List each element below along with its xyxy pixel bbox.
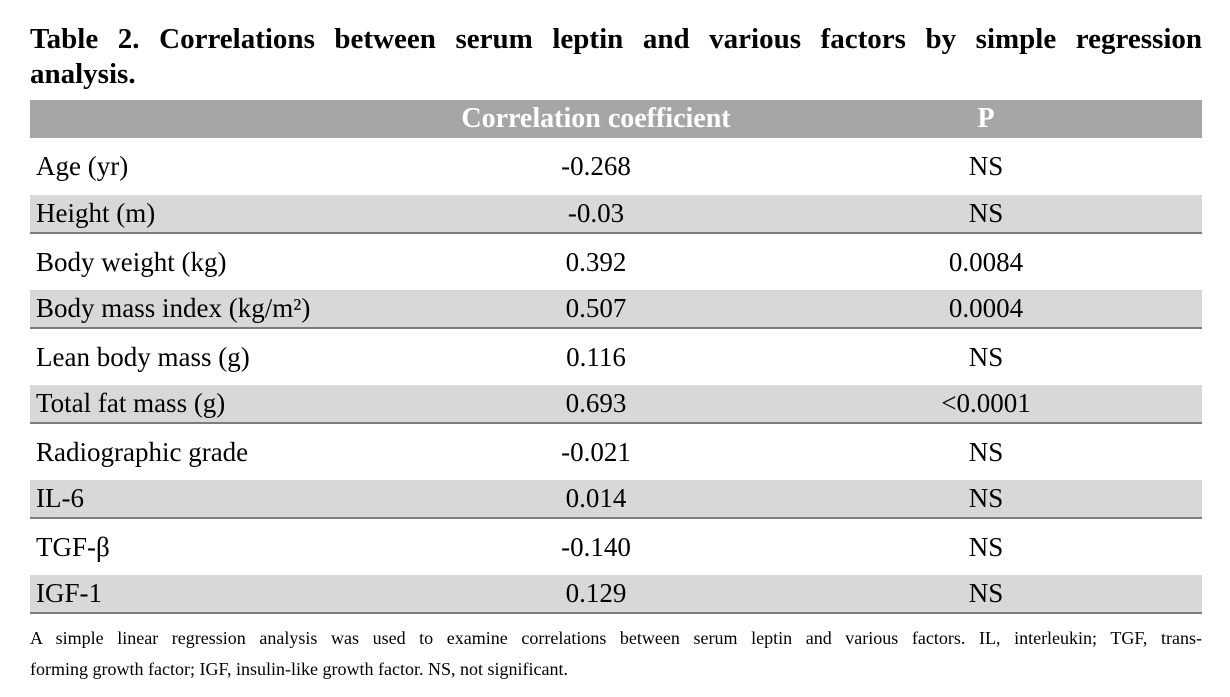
header-factor-cell	[30, 100, 422, 138]
p-cell: NS	[968, 578, 1004, 608]
coefficient-cell: 0.693	[565, 388, 627, 418]
header-coefficient-cell: Correlation coefficient	[461, 103, 731, 134]
table-row-body-weight: Body weight (kg) 0.392 0.0084	[30, 233, 1202, 290]
coefficient-cell: -0.140	[561, 531, 631, 562]
p-cell: NS	[968, 436, 1004, 467]
coefficient-cell: 0.014	[565, 483, 627, 513]
p-cell: NS	[968, 341, 1004, 372]
header-p-cell: P	[977, 103, 995, 134]
factor-cell: Age (yr)	[36, 151, 129, 181]
p-cell: <0.0001	[941, 388, 1031, 418]
coefficient-cell: 0.129	[565, 578, 627, 608]
table-figure: Table 2. Correlations between serum lept…	[30, 22, 1202, 685]
table-row-lean-body-mass: Lean body mass (g) 0.116 NS	[30, 328, 1202, 385]
factor-cell: Height (m)	[36, 198, 156, 228]
table-title: Table 2. Correlations between serum lept…	[30, 22, 1202, 92]
table-row-radiographic-grade: Radiographic grade -0.021 NS	[30, 423, 1202, 480]
factor-cell: Body weight (kg)	[36, 246, 227, 277]
table-row-body-mass-index: Body mass index (kg/m²) 0.507 0.0004	[30, 290, 1202, 328]
table-title-line-1: Table 2. Correlations between serum lept…	[30, 23, 1202, 55]
factor-cell: Lean body mass (g)	[36, 341, 250, 372]
table-title-line-2: analysis.	[30, 58, 136, 90]
p-cell: NS	[968, 483, 1004, 513]
table-row-igf1: IGF-1 0.129 NS	[30, 575, 1202, 613]
footnote-line-1: A simple linear regression analysis was …	[30, 628, 1202, 648]
coefficient-cell: -0.268	[561, 151, 631, 181]
table-row-height: Height (m) -0.03 NS	[30, 195, 1202, 233]
factor-cell: Body mass index (kg/m²)	[36, 293, 311, 323]
coefficient-cell: -0.03	[567, 198, 625, 228]
table-row-tgf-beta: TGF-β -0.140 NS	[30, 518, 1202, 575]
coefficient-cell: 0.392	[565, 246, 627, 277]
table-row-age: Age (yr) -0.268 NS	[30, 138, 1202, 195]
p-cell: NS	[968, 531, 1004, 562]
coefficient-cell: -0.021	[561, 436, 631, 467]
p-cell: 0.0084	[948, 246, 1024, 277]
correlation-table: Correlation coefficient P Age (yr) -0.26…	[30, 100, 1202, 614]
p-cell: NS	[968, 151, 1004, 181]
table-row-total-fat-mass: Total fat mass (g) 0.693 <0.0001	[30, 385, 1202, 423]
factor-cell: IL-6	[36, 483, 84, 513]
footnote-line-2: forming growth factor; IGF, insulin-like…	[30, 659, 568, 679]
table-header-row: Correlation coefficient P	[30, 100, 1202, 138]
factor-cell: TGF-β	[36, 531, 110, 562]
factor-cell: IGF-1	[36, 578, 102, 608]
p-cell: NS	[968, 198, 1004, 228]
table-row-il6: IL-6 0.014 NS	[30, 480, 1202, 518]
factor-cell: Radiographic grade	[36, 436, 249, 467]
footnote: A simple linear regression analysis was …	[30, 623, 1202, 685]
factor-cell: Total fat mass (g)	[36, 388, 226, 418]
coefficient-cell: 0.507	[565, 293, 627, 323]
p-cell: 0.0004	[948, 293, 1024, 323]
coefficient-cell: 0.116	[566, 341, 626, 372]
